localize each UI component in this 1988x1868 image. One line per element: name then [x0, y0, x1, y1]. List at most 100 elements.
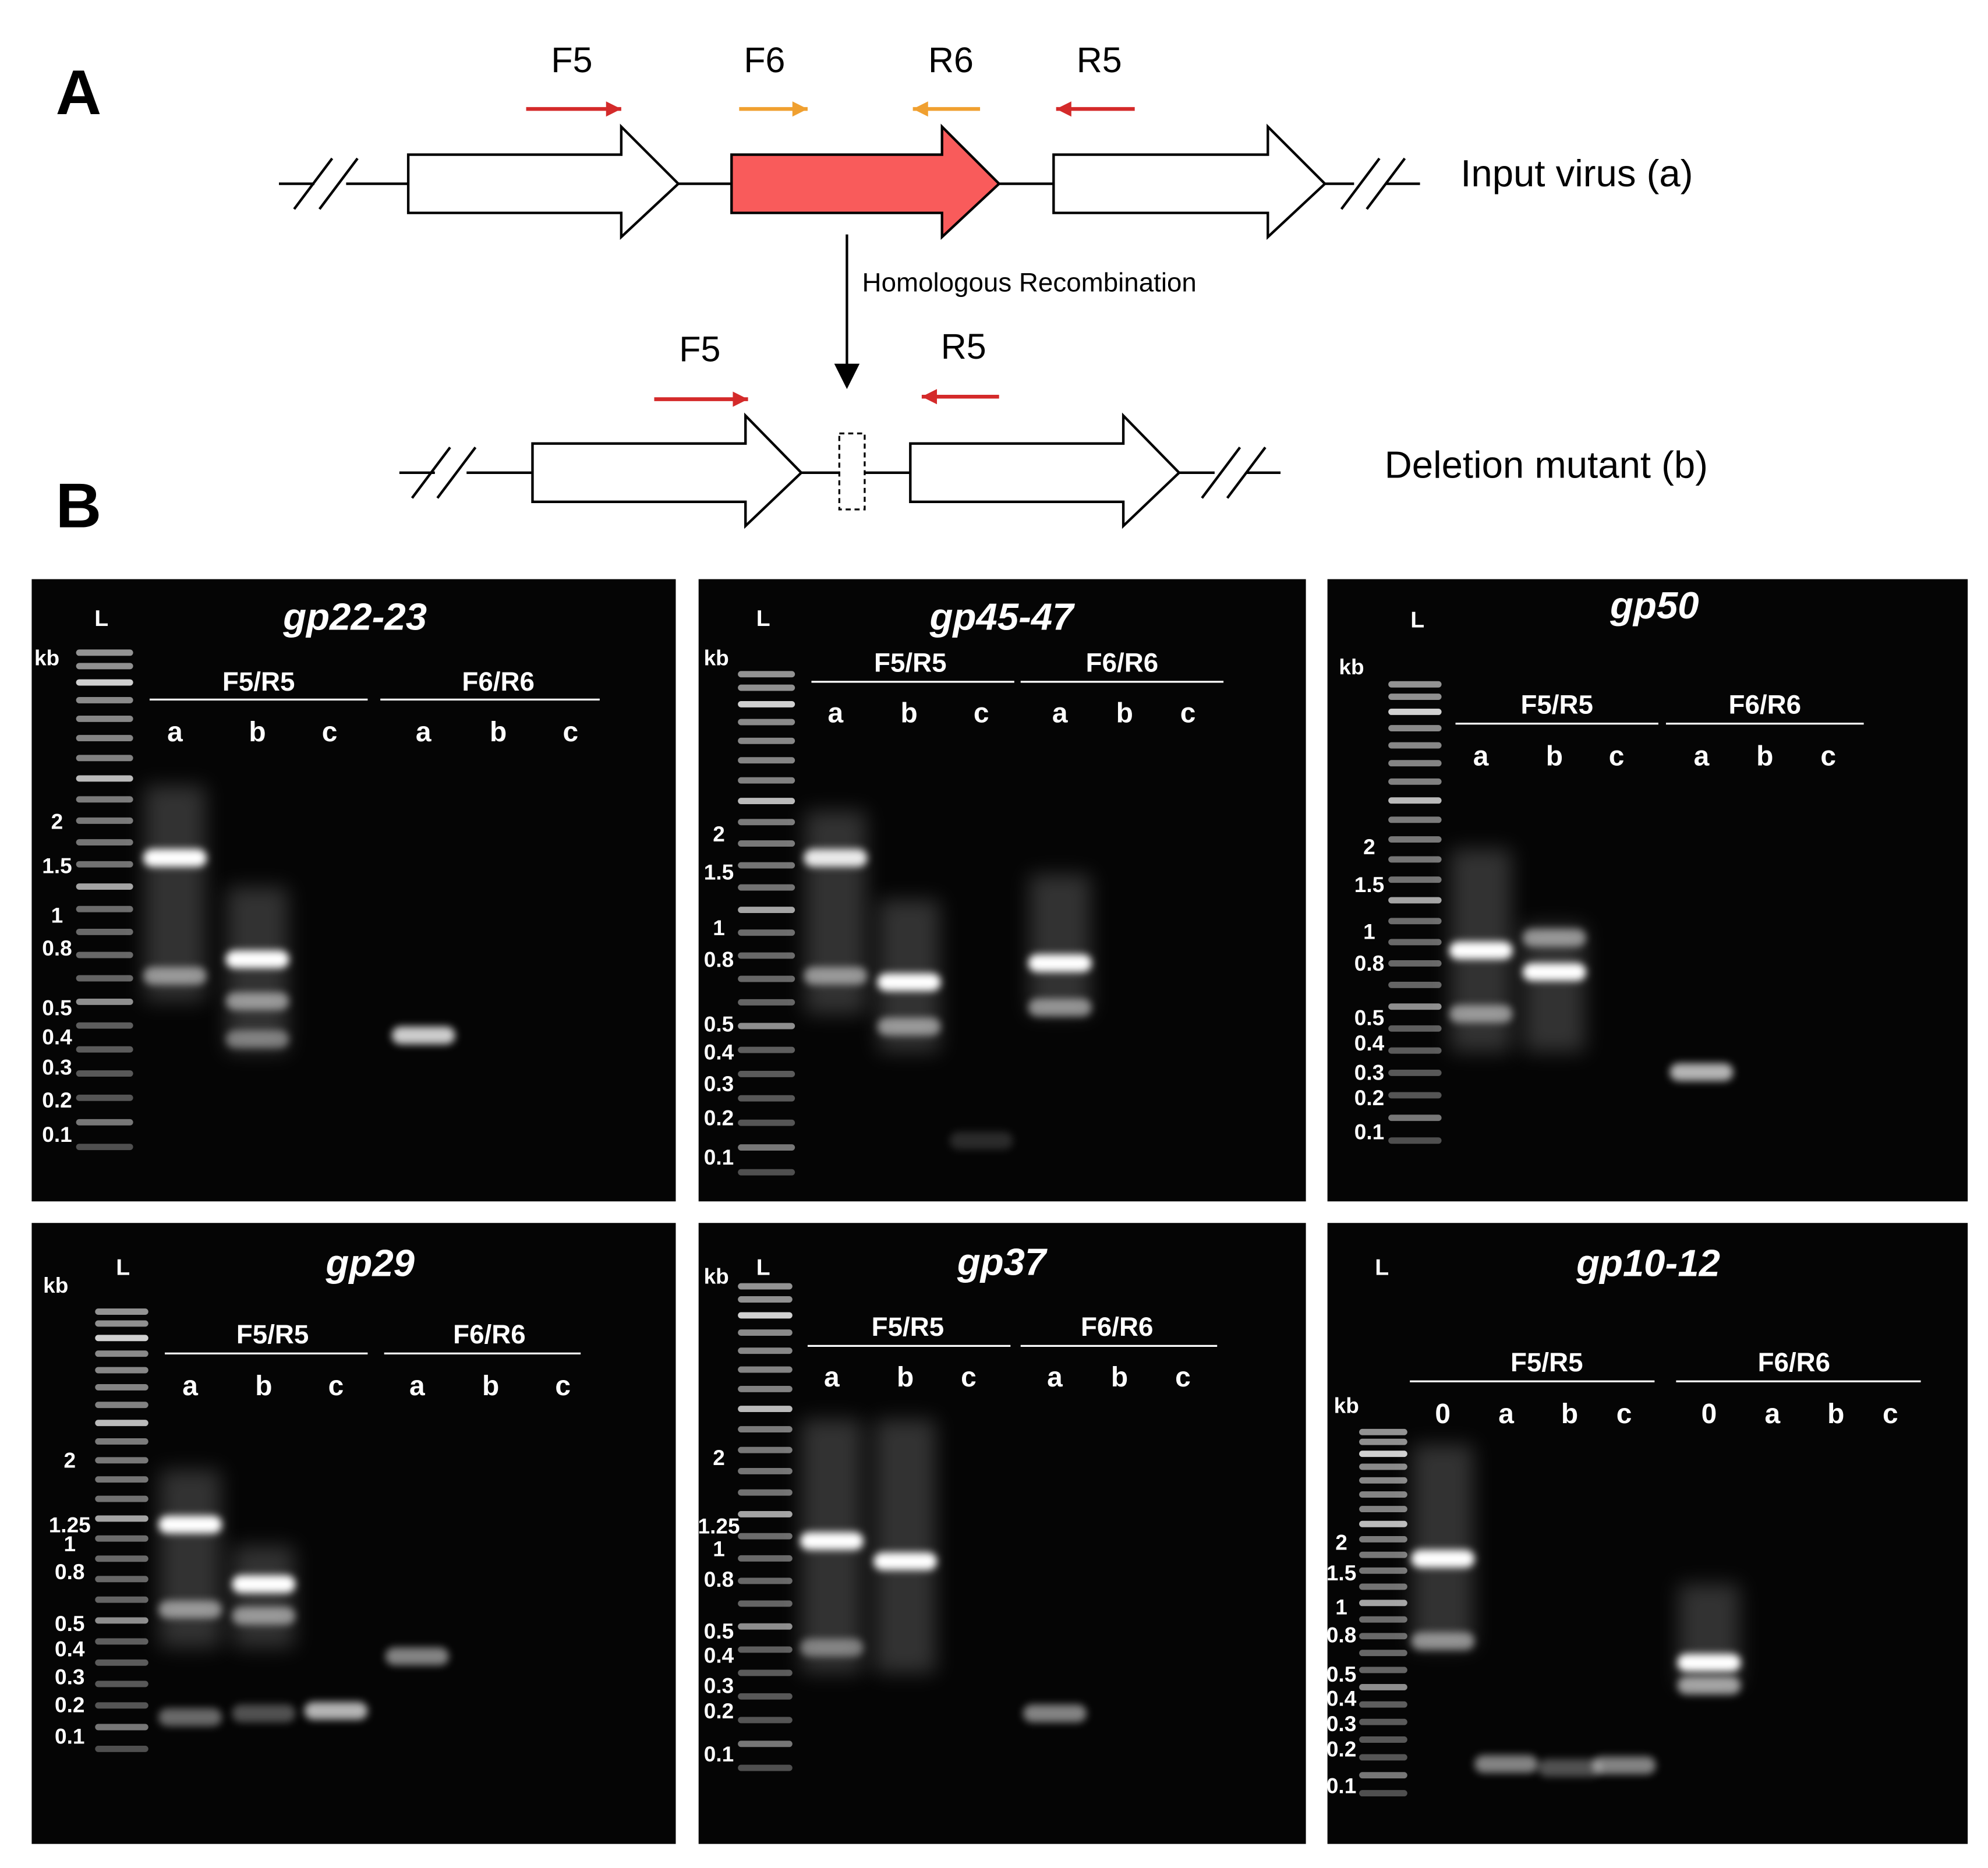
gel-title: gp29 — [326, 1242, 415, 1285]
band — [1677, 1676, 1741, 1694]
size-label: 0.8 — [1354, 951, 1384, 975]
lane-label: c — [322, 717, 338, 748]
ladder-rung — [738, 1144, 795, 1151]
ladder-rung — [1359, 1650, 1407, 1657]
ladder-rung — [95, 1555, 148, 1562]
lane-label: c — [961, 1362, 977, 1393]
ladder-rung — [95, 1681, 148, 1687]
size-label: 0.1 — [704, 1742, 734, 1766]
ladder-rung — [95, 1367, 148, 1374]
band — [1538, 1759, 1601, 1777]
ladder-rung — [738, 798, 795, 805]
ladder-rung — [95, 1308, 148, 1315]
lane-label: b — [1111, 1362, 1128, 1393]
ladder-rung — [738, 719, 795, 726]
arrow-label: Homologous Recombination — [862, 268, 1197, 298]
size-label: 0.4 — [42, 1025, 72, 1049]
ladder-rung — [738, 1283, 793, 1290]
ladder-rung — [1388, 797, 1442, 804]
size-label: 0.4 — [704, 1040, 734, 1064]
band — [143, 849, 207, 867]
input-genome — [279, 123, 1420, 240]
unit-label: kb — [34, 646, 59, 670]
band — [1411, 1549, 1475, 1568]
size-label: 2 — [713, 822, 725, 846]
ladder-rung — [95, 1576, 148, 1583]
size-label: 0.8 — [704, 1568, 734, 1591]
mutant-label: Deletion mutant (b) — [1385, 444, 1708, 486]
ladder-rung — [76, 951, 133, 958]
gel-background — [698, 579, 1306, 1202]
ladder-rung — [1388, 981, 1442, 988]
lane-label: 0 — [1435, 1399, 1451, 1430]
lane-label: b — [1561, 1399, 1578, 1430]
ladder-rung — [738, 1577, 793, 1584]
band — [1669, 1063, 1734, 1081]
ladder-label: L — [116, 1255, 130, 1280]
lane-label: b — [897, 1362, 914, 1393]
size-label: 0.5 — [704, 1619, 734, 1643]
ladder-rung — [738, 1119, 795, 1126]
ladder-rung — [738, 1510, 793, 1517]
lane-label: a — [1047, 1362, 1063, 1393]
primer-label: F5 — [551, 40, 592, 80]
ladder-label: L — [94, 606, 108, 631]
band — [873, 1552, 938, 1570]
size-label: 1.5 — [1326, 1561, 1356, 1585]
primer-label: F6 — [744, 40, 785, 80]
ladder-label: L — [756, 606, 770, 631]
size-label: 0.1 — [42, 1123, 72, 1147]
ladder-label: L — [1375, 1255, 1389, 1280]
ladder-rung — [95, 1745, 148, 1752]
size-label: 0.5 — [1354, 1006, 1384, 1030]
size-label: 1 — [1363, 920, 1375, 944]
size-label: 2 — [1363, 835, 1375, 859]
band — [1411, 1632, 1475, 1650]
ladder-rung — [95, 1638, 148, 1645]
ladder-rung — [1388, 816, 1442, 823]
ladder-rung — [1388, 897, 1442, 904]
smear — [233, 1546, 295, 1648]
band — [391, 1026, 455, 1045]
unit-label: kb — [704, 1265, 729, 1289]
group-label: F5/R5 — [1511, 1347, 1583, 1377]
band — [1522, 929, 1586, 947]
ladder-rung — [1388, 778, 1442, 785]
ladder-rung — [95, 1420, 148, 1427]
ladder-rung — [76, 975, 133, 982]
ladder-rung — [76, 1070, 133, 1077]
ladder-rung — [76, 649, 133, 656]
input-label: Input virus (a) — [1460, 152, 1693, 194]
ladder-rung — [738, 1296, 793, 1303]
lane-label: b — [482, 1371, 499, 1402]
ladder-rung — [1359, 1438, 1407, 1445]
smear — [227, 887, 288, 1052]
ladder-rung — [738, 975, 795, 982]
ladder-rung — [738, 819, 795, 826]
size-label: 0.4 — [1354, 1031, 1385, 1055]
ladder-rung — [738, 1446, 793, 1453]
ladder-rung — [1388, 1003, 1442, 1010]
band — [1449, 1004, 1513, 1023]
ladder-rung — [95, 1384, 148, 1391]
ladder-rung — [1359, 1583, 1407, 1590]
size-label: 0.3 — [704, 1072, 734, 1096]
size-label: 0.1 — [704, 1145, 734, 1169]
ladder-rung — [95, 1457, 148, 1464]
size-label: 1.5 — [42, 854, 72, 878]
ladder-rung — [1388, 725, 1442, 731]
band — [158, 1708, 222, 1727]
ladder-rung — [1388, 760, 1442, 767]
gel-title: gp50 — [1609, 584, 1699, 627]
lane-label: c — [1609, 741, 1625, 772]
band — [1449, 942, 1513, 960]
ladder-rung — [738, 929, 795, 936]
ladder-rung — [1359, 1536, 1407, 1542]
ladder-rung — [738, 1023, 795, 1029]
ladder-rung — [1359, 1718, 1407, 1725]
gel-title: gp37 — [957, 1240, 1048, 1283]
size-label: 2 — [713, 1446, 725, 1470]
lane-label: c — [563, 717, 578, 748]
